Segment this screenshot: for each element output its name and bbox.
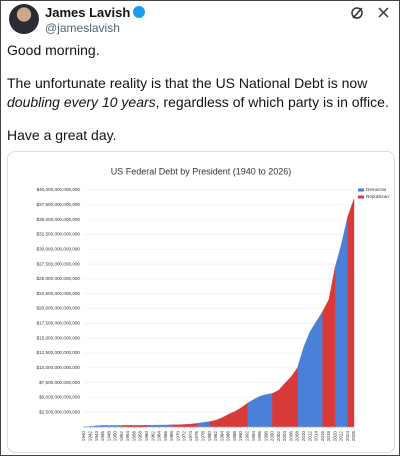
y-tick-label: $37,500,000,000,000 [37,202,81,207]
area [83,216,348,428]
x-tick-label: 1940 [81,431,86,442]
x-tick-label: 2022 [339,431,344,442]
x-tick-label: 1950 [113,431,118,442]
x-tick-label: 2026 [351,431,356,442]
x-tick-label: 1978 [201,431,206,442]
chart-card[interactable]: US Federal Debt by President (1940 to 20… [7,151,395,453]
x-tick-label: 1964 [157,431,162,442]
chart-title: US Federal Debt by President (1940 to 20… [111,166,292,176]
area [121,198,355,428]
x-tick-label: 1946 [100,431,105,442]
text: Have a great day. [7,127,117,143]
x-tick-label: 2012 [307,431,312,442]
x-tick-label: 1944 [94,431,99,442]
x-tick-label: 1992 [244,431,249,442]
x-tick-label: 1960 [144,431,149,442]
y-tick-label: $15,000,000,000,000 [37,335,81,340]
text: , regardless of which party is in office… [155,94,389,110]
x-tick-label: 2004 [282,431,287,442]
legend-label: Democrat [366,187,387,192]
verified-badge [133,6,146,18]
y-tick-label: $25,000,000,000,000 [37,276,81,281]
x-tick-label: 1968 [169,431,174,442]
y-tick-label: $40,000,000,000,000 [37,187,81,192]
italic-text: doubling every 10 years [7,94,156,110]
x-tick-label: 1994 [251,431,256,442]
x-tick-label: 2002 [276,431,281,442]
legend-swatch [358,188,364,192]
author-name-text[interactable]: James Lavish [45,5,131,20]
x-tick-label: 1990 [238,431,243,442]
x-tick-label: 2024 [345,431,350,442]
x-tick-label: 1970 [175,431,180,442]
close-icon[interactable] [378,7,389,18]
y-tick-label: $20,000,000,000,000 [37,306,81,311]
text: Good morning. [7,42,100,58]
x-tick-label: 1988 [232,431,237,442]
x-tick-label: 1972 [182,431,187,442]
y-tick-label: $7,500,000,000,000 [39,380,80,385]
x-tick-label: 2006 [288,431,293,442]
x-tick-label: 2010 [301,431,306,442]
x-tick-label: 1984 [219,431,224,442]
author-name[interactable]: James Lavish [45,5,146,20]
chart: US Federal Debt by President (1940 to 20… [37,166,390,442]
x-tick-label: 2014 [314,431,319,442]
y-tick-label: $10,000,000,000,000 [37,365,81,370]
grok-icon[interactable] [351,7,363,19]
y-tick-label: $32,500,000,000,000 [37,232,81,237]
x-tick-label: 1948 [106,431,111,442]
x-tick-label: 2008 [295,431,300,442]
x-tick-label: 1996 [257,431,262,442]
tweet-text: Good morning. The unfortunate reality is… [7,41,395,159]
x-tick-label: 1982 [213,431,218,442]
text: The unfortunate reality is that the US N… [7,75,368,91]
x-tick-label: 2000 [270,431,275,442]
x-tick-label: 1956 [131,431,136,442]
x-tick-label: 1942 [87,431,92,442]
x-tick-label: 1958 [138,431,143,442]
legend-label: Republican [366,194,389,199]
y-tick-label: $27,500,000,000,000 [37,261,81,266]
paragraph: Have a great day. [7,126,395,145]
x-tick-label: 1976 [194,431,199,442]
y-tick-label: $5,000,000,000,000 [39,395,80,400]
x-tick-label: 2018 [326,431,331,442]
x-tick-label: 1974 [188,431,193,442]
paragraph: Good morning. [7,41,395,60]
paragraph: The unfortunate reality is that the US N… [7,74,395,112]
y-tick-label: $30,000,000,000,000 [37,246,81,251]
x-tick-label: 2020 [332,431,337,442]
x-tick-label: 1952 [119,431,124,442]
action-icons [351,7,389,19]
y-tick-label: $22,500,000,000,000 [37,291,81,296]
y-tick-label: $2,500,000,000,000 [39,409,80,414]
x-tick-label: 1966 [163,431,168,442]
legend-swatch [358,195,364,199]
x-tick-label: 2016 [320,431,325,442]
author-handle[interactable]: @jameslavish [45,21,120,35]
avatar[interactable] [9,4,39,34]
x-tick-label: 1998 [263,431,268,442]
x-tick-label: 1962 [150,431,155,442]
x-tick-label: 1986 [226,431,231,442]
y-tick-label: $35,000,000,000,000 [37,217,81,222]
x-tick-label: 1954 [125,431,130,442]
y-tick-label: $12,500,000,000,000 [37,350,81,355]
x-tick-label: 1980 [207,431,212,442]
y-tick-label: $17,500,000,000,000 [37,321,81,326]
